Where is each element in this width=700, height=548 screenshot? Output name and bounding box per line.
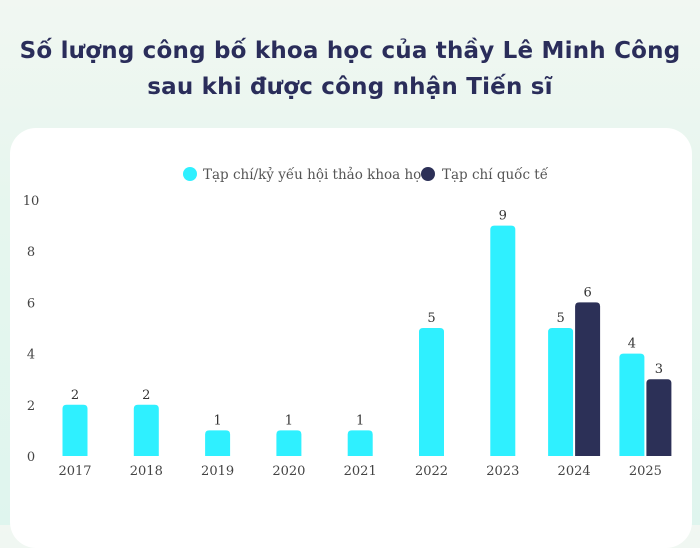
chart-title-line-1: Số lượng công bố khoa học của thầy Lê Mi…	[19, 38, 681, 64]
data-label-2019-series-1: 1	[213, 413, 221, 428]
y-tick-label: 6	[27, 296, 35, 311]
bar-2023-series-1	[490, 225, 516, 456]
legend-label-series-2: Tạp chí quốc tế	[442, 167, 549, 183]
bar-2025-series-2	[646, 379, 672, 456]
legend-marker-series-2	[421, 167, 435, 181]
x-tick-label-2018: 2018	[130, 464, 163, 479]
y-tick-label: 8	[27, 245, 35, 260]
legend-marker-series-1	[183, 167, 197, 181]
bar-2020-series-1	[276, 430, 302, 456]
bar-2021-series-1	[347, 430, 373, 456]
bar-2019-series-1	[205, 430, 231, 456]
bar-2024-series-1	[548, 328, 574, 456]
bar-2024-series-2	[575, 302, 601, 456]
data-label-2025-series-1: 4	[628, 337, 636, 352]
data-label-2025-series-2: 3	[655, 362, 663, 377]
bar-2025-series-1	[619, 353, 645, 456]
data-label-2021-series-1: 1	[356, 413, 364, 428]
x-tick-label-2024: 2024	[558, 464, 591, 479]
bar-chart: Tạp chí/kỷ yếu hội thảo khoa học Tạp chí …	[23, 167, 672, 479]
y-tick-label: 4	[27, 348, 35, 363]
x-tick-label-2020: 2020	[272, 464, 305, 479]
x-tick-label-2023: 2023	[486, 464, 519, 479]
y-tick-label: 0	[27, 450, 35, 465]
x-tick-label-2025: 2025	[629, 464, 662, 479]
y-tick-label: 2	[27, 399, 35, 414]
data-label-2020-series-1: 1	[285, 413, 293, 428]
bar-2017-series-1	[62, 404, 88, 456]
chart-title-line-2: sau khi được công nhận Tiến sĩ	[147, 74, 553, 100]
data-label-2023-series-1: 9	[499, 209, 507, 224]
x-tick-label-2019: 2019	[201, 464, 234, 479]
y-tick-label: 10	[23, 194, 40, 209]
bar-2022-series-1	[419, 328, 444, 456]
x-tick-label-2017: 2017	[58, 464, 91, 479]
data-label-2022-series-1: 5	[427, 311, 435, 326]
data-label-2018-series-1: 2	[142, 388, 150, 403]
data-label-2017-series-1: 2	[71, 388, 79, 403]
data-label-2024-series-2: 6	[583, 285, 591, 300]
data-label-2024-series-1: 5	[556, 311, 564, 326]
legend-label-series-1: Tạp chí/kỷ yếu hội thảo khoa học	[203, 167, 429, 183]
x-tick-label-2021: 2021	[344, 464, 377, 479]
bar-2018-series-1	[133, 404, 159, 456]
x-tick-label-2022: 2022	[415, 464, 448, 479]
